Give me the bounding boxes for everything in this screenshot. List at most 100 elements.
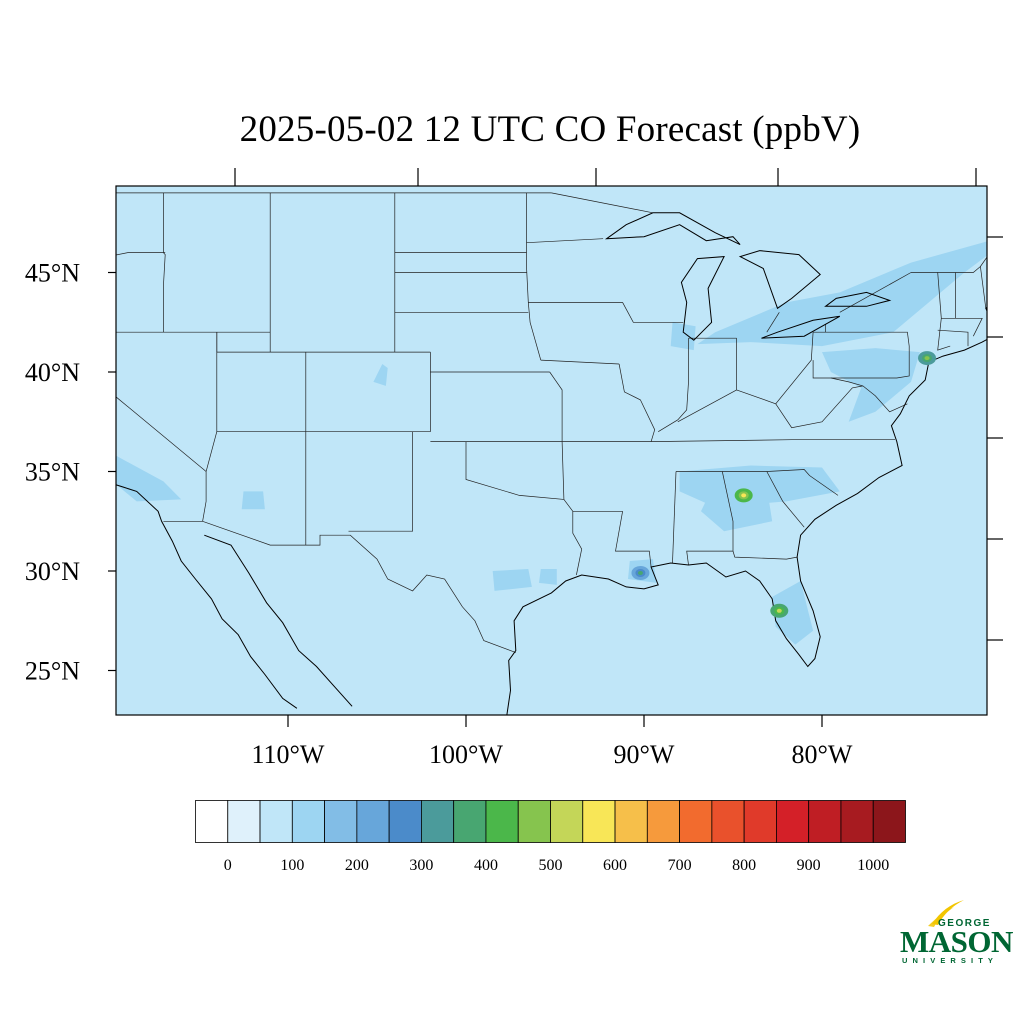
lon-label-3: 80°W: [792, 740, 853, 769]
logo-swoosh-icon: [928, 900, 964, 927]
colorbar-cell-12: [582, 800, 616, 843]
colorbar-cell-10: [517, 800, 551, 843]
boundary-39: [676, 469, 839, 496]
lat-label-2: 35°N: [25, 458, 80, 487]
colorbar-label-9: 900: [797, 857, 821, 874]
co-plumes: [53, 213, 987, 645]
boundary-50: [941, 317, 983, 337]
boundary-22: [465, 441, 574, 512]
co-plume-7: [53, 213, 83, 237]
colorbar-cell-17: [743, 800, 777, 843]
co-plume-9: [492, 569, 532, 591]
co-plume-0: [697, 241, 987, 347]
boundary-5: [116, 252, 166, 256]
coastline-segment-2: [506, 306, 987, 715]
colorbar-cell-19: [808, 800, 842, 843]
boundary-4: [163, 192, 166, 333]
boundary-46: [775, 385, 863, 429]
lake-outline-0: [604, 212, 741, 246]
axis-ticks: [108, 168, 1003, 727]
lat-label-1: 40°N: [25, 358, 80, 387]
lake-outline-4: [824, 291, 892, 307]
colorbar-label-6: 600: [603, 857, 627, 874]
boundary-31: [622, 302, 684, 323]
boundary-44: [812, 331, 910, 379]
co-plume-1: [822, 348, 920, 422]
latitude-labels: 45°N 40°N 35°N 30°N 25°N: [25, 259, 80, 686]
lon-label-0: 110°W: [252, 740, 325, 769]
coastline-segment-1: [204, 534, 353, 707]
co-plume-10: [539, 569, 557, 585]
boundary-43: [766, 471, 805, 528]
colorbar-cell-5: [356, 800, 390, 843]
lat-label-4: 25°N: [25, 657, 80, 686]
colorbar-label-7: 700: [668, 857, 692, 874]
colorbar-label-4: 400: [474, 857, 498, 874]
colorbar-cell-18: [776, 800, 810, 843]
colorbar-label-8: 800: [732, 857, 756, 874]
colorbar-cell-0: [195, 800, 229, 843]
colorbar-cell-20: [840, 800, 874, 843]
boundary-54: [551, 192, 653, 214]
lat-label-0: 45°N: [25, 259, 80, 288]
boundary-36: [736, 332, 814, 405]
colorbar-label-2: 200: [345, 857, 369, 874]
colorbar-label-3: 300: [409, 857, 433, 874]
colorbar-cell-15: [679, 800, 713, 843]
boundary-20: [549, 371, 563, 442]
boundary-13: [348, 431, 413, 532]
boundary-32: [618, 363, 656, 442]
logo-top-text: GEORGE: [938, 918, 991, 929]
lake-outline-1: [680, 256, 725, 341]
boundary-3: [116, 396, 207, 472]
hotspot-0: [918, 351, 937, 366]
colorbar-cell-11: [550, 800, 584, 843]
co-plume-11: [670, 322, 696, 351]
lon-label-1: 100°W: [429, 740, 503, 769]
co-plume-8: [373, 364, 388, 386]
colorbar-cell-16: [711, 800, 745, 843]
map-area: [53, 186, 987, 789]
co-plume-12: [241, 491, 265, 510]
co-plume-4: [772, 581, 814, 645]
boundary-33: [658, 338, 689, 432]
lon-label-2: 90°W: [614, 740, 675, 769]
map-frame: [115, 185, 988, 716]
lake-outline-2: [738, 250, 821, 310]
boundary-37: [677, 389, 737, 423]
colorbar-cells: [195, 800, 906, 843]
colorbar-label-0: 0: [224, 857, 232, 874]
colorbar-cell-9: [485, 800, 519, 843]
hotspot-3: [631, 565, 650, 580]
hotspot-2: [770, 603, 789, 618]
co-hotspots: [473, 351, 937, 789]
boundary-7: [202, 332, 218, 522]
longitude-labels: 110°W 100°W 90°W 80°W: [252, 740, 853, 769]
boundary-27: [615, 511, 652, 568]
colorbar-cell-7: [421, 800, 455, 843]
hotspot-4: [473, 775, 491, 789]
boundary-42: [732, 550, 798, 560]
colorbar-cell-8: [453, 800, 487, 843]
boundary-28: [526, 238, 604, 244]
lat-label-3: 30°N: [25, 557, 80, 586]
boundary-52: [937, 329, 969, 347]
colorbar-cell-4: [324, 800, 358, 843]
boundary-55: [766, 312, 780, 333]
colorbar-cell-2: [259, 800, 293, 843]
map-background: [116, 186, 987, 715]
boundary-23: [561, 441, 565, 500]
boundary-38: [651, 439, 895, 442]
colorbar-label-10: 1000: [857, 857, 889, 874]
lake-outline-3: [761, 315, 841, 339]
logo-main-text: MASON: [900, 924, 1013, 959]
boundary-24: [572, 511, 583, 576]
colorbar-cell-13: [614, 800, 648, 843]
map-title: 2025-05-02 12 UTC CO Forecast (ppbV): [239, 109, 861, 150]
colorbar-labels: 0 100 200 300 400 500 600 700 800 900 1000: [224, 857, 889, 874]
colorbar-cell-3: [291, 800, 325, 843]
gmu-logo: GEORGE MASON UNIVERSITY: [898, 898, 1013, 970]
colorbar: 0 100 200 300 400 500 600 700 800 900 1000: [195, 800, 906, 874]
state-boundaries: [116, 192, 987, 653]
co-plume-3: [701, 475, 773, 532]
